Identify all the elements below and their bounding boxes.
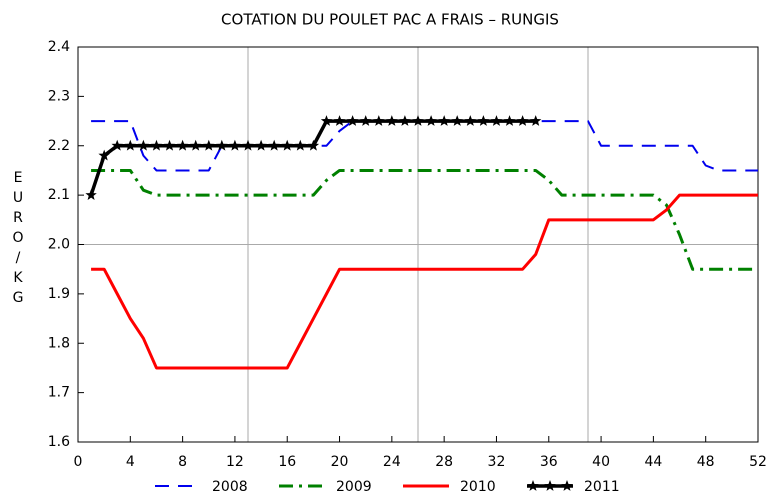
data-point xyxy=(399,115,411,126)
legend-marker xyxy=(527,480,539,491)
x-tick-label: 48 xyxy=(697,454,715,470)
x-tick-label: 20 xyxy=(331,454,349,470)
data-point xyxy=(438,115,450,126)
legend-label: 2011 xyxy=(584,479,620,493)
data-point xyxy=(477,115,490,126)
y-tick-label: 1.7 xyxy=(48,385,70,401)
data-point xyxy=(124,139,136,151)
y-tick-label: 1.6 xyxy=(48,434,70,450)
y-tick-label: 1.8 xyxy=(48,335,70,351)
data-point xyxy=(530,115,542,126)
legend-label: 2008 xyxy=(212,479,248,493)
data-point xyxy=(111,139,123,151)
data-point xyxy=(451,115,463,126)
data-point xyxy=(333,115,346,126)
data-point xyxy=(242,139,254,151)
data-point xyxy=(516,115,529,126)
y-tick-label: 2.0 xyxy=(48,237,70,253)
data-point xyxy=(150,139,163,151)
data-point xyxy=(307,139,320,151)
y-tick-label: 2.3 xyxy=(48,88,70,104)
legend-marker xyxy=(561,480,573,491)
x-tick-label: 40 xyxy=(592,454,610,470)
y-tick-label: 2.4 xyxy=(48,39,70,55)
y-tick-label: 2.2 xyxy=(48,138,70,154)
x-tick-label: 44 xyxy=(644,454,662,470)
data-point xyxy=(346,115,359,126)
x-tick-label: 16 xyxy=(278,454,296,470)
data-point xyxy=(203,139,215,151)
data-point xyxy=(464,115,476,126)
data-point xyxy=(373,115,385,126)
x-tick-label: 28 xyxy=(435,454,453,470)
data-point xyxy=(85,189,97,200)
data-point xyxy=(190,139,202,151)
data-point xyxy=(176,139,189,151)
legend-marker xyxy=(544,480,556,491)
x-tick-label: 32 xyxy=(488,454,506,470)
legend-label: 2010 xyxy=(460,479,496,493)
data-point xyxy=(320,115,333,126)
series-line xyxy=(89,119,536,196)
chart-title: COTATION DU POULET PAC A FRAIS – RUNGIS xyxy=(221,11,559,29)
legend-label: 2009 xyxy=(336,479,372,493)
data-point xyxy=(503,115,516,126)
x-tick-label: 0 xyxy=(74,454,83,470)
series-line xyxy=(91,168,758,271)
data-point xyxy=(137,139,150,151)
data-point xyxy=(163,139,176,151)
y-tick-label: 1.9 xyxy=(48,286,70,302)
y-axis-label: E U R O / K G xyxy=(12,170,23,306)
x-tick-label: 12 xyxy=(226,454,244,470)
x-tick-label: 52 xyxy=(749,454,767,470)
data-point xyxy=(229,139,241,151)
series-line xyxy=(91,120,758,172)
data-point xyxy=(490,115,503,126)
data-point xyxy=(360,115,372,126)
data-point xyxy=(294,139,306,151)
data-point xyxy=(281,139,293,151)
x-tick-label: 36 xyxy=(540,454,558,470)
data-point xyxy=(98,149,110,161)
data-point xyxy=(268,139,280,151)
data-point xyxy=(412,115,424,126)
series-line xyxy=(91,193,758,370)
x-tick-label: 8 xyxy=(178,454,187,470)
x-tick-label: 4 xyxy=(126,454,135,470)
data-point xyxy=(425,115,437,126)
data-point xyxy=(255,139,267,151)
x-tick-label: 24 xyxy=(383,454,401,470)
y-tick-label: 2.1 xyxy=(48,187,70,203)
data-point xyxy=(386,115,398,126)
data-point xyxy=(216,139,228,151)
